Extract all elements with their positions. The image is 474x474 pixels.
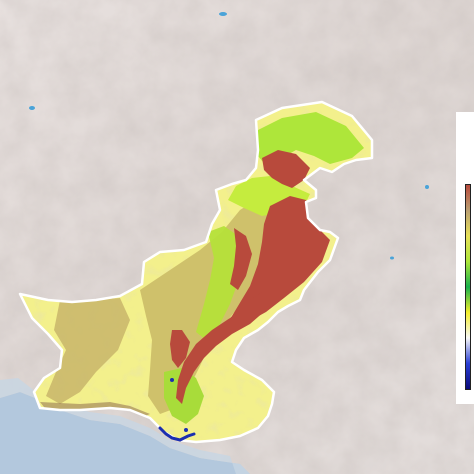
class-mid-zone: [46, 298, 130, 404]
class-high-punjab: [226, 196, 330, 332]
water-body: [390, 256, 394, 260]
arabian-sea: [0, 392, 250, 474]
class-high-upper: [262, 150, 310, 188]
sea-shelf: [0, 378, 250, 474]
water-body: [425, 185, 429, 189]
class-high-strip: [230, 228, 252, 290]
coast-marker: [170, 378, 174, 382]
class-green-belt: [196, 226, 246, 340]
coastline-blue: [158, 426, 196, 442]
water-body: [29, 106, 35, 110]
country-border: [18, 100, 374, 444]
legend-color-ramp: [465, 184, 471, 390]
class-high-indus: [176, 292, 266, 404]
class-high-delta: [170, 330, 190, 368]
water-body: [219, 12, 227, 16]
coast-marker: [184, 428, 188, 432]
legend-panel: [456, 112, 474, 404]
